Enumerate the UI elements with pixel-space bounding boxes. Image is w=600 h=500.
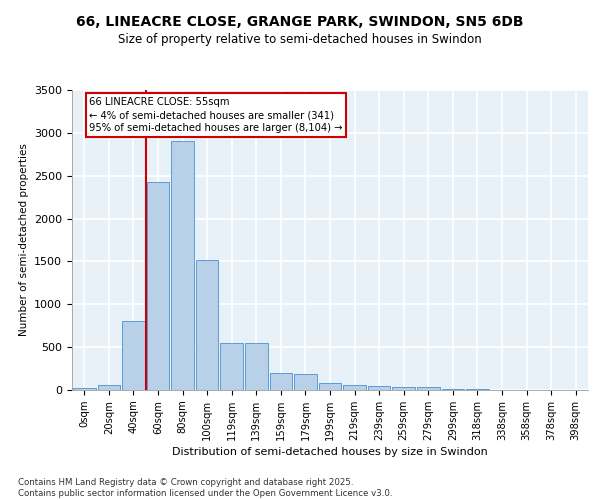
Bar <box>122 322 145 390</box>
Bar <box>417 388 440 390</box>
Text: Size of property relative to semi-detached houses in Swindon: Size of property relative to semi-detach… <box>118 32 482 46</box>
Bar <box>294 374 317 390</box>
X-axis label: Distribution of semi-detached houses by size in Swindon: Distribution of semi-detached houses by … <box>172 447 488 457</box>
Bar <box>442 388 464 390</box>
Bar <box>245 344 268 390</box>
Text: 66, LINEACRE CLOSE, GRANGE PARK, SWINDON, SN5 6DB: 66, LINEACRE CLOSE, GRANGE PARK, SWINDON… <box>76 15 524 29</box>
Y-axis label: Number of semi-detached properties: Number of semi-detached properties <box>19 144 29 336</box>
Bar <box>319 383 341 390</box>
Bar <box>98 386 120 390</box>
Bar <box>466 389 489 390</box>
Bar <box>146 182 169 390</box>
Bar <box>73 388 95 390</box>
Bar <box>196 260 218 390</box>
Bar <box>343 386 366 390</box>
Bar <box>368 386 391 390</box>
Bar <box>171 142 194 390</box>
Text: Contains HM Land Registry data © Crown copyright and database right 2025.
Contai: Contains HM Land Registry data © Crown c… <box>18 478 392 498</box>
Bar <box>220 344 243 390</box>
Bar <box>269 373 292 390</box>
Bar <box>392 387 415 390</box>
Text: 66 LINEACRE CLOSE: 55sqm
← 4% of semi-detached houses are smaller (341)
95% of s: 66 LINEACRE CLOSE: 55sqm ← 4% of semi-de… <box>89 97 343 134</box>
